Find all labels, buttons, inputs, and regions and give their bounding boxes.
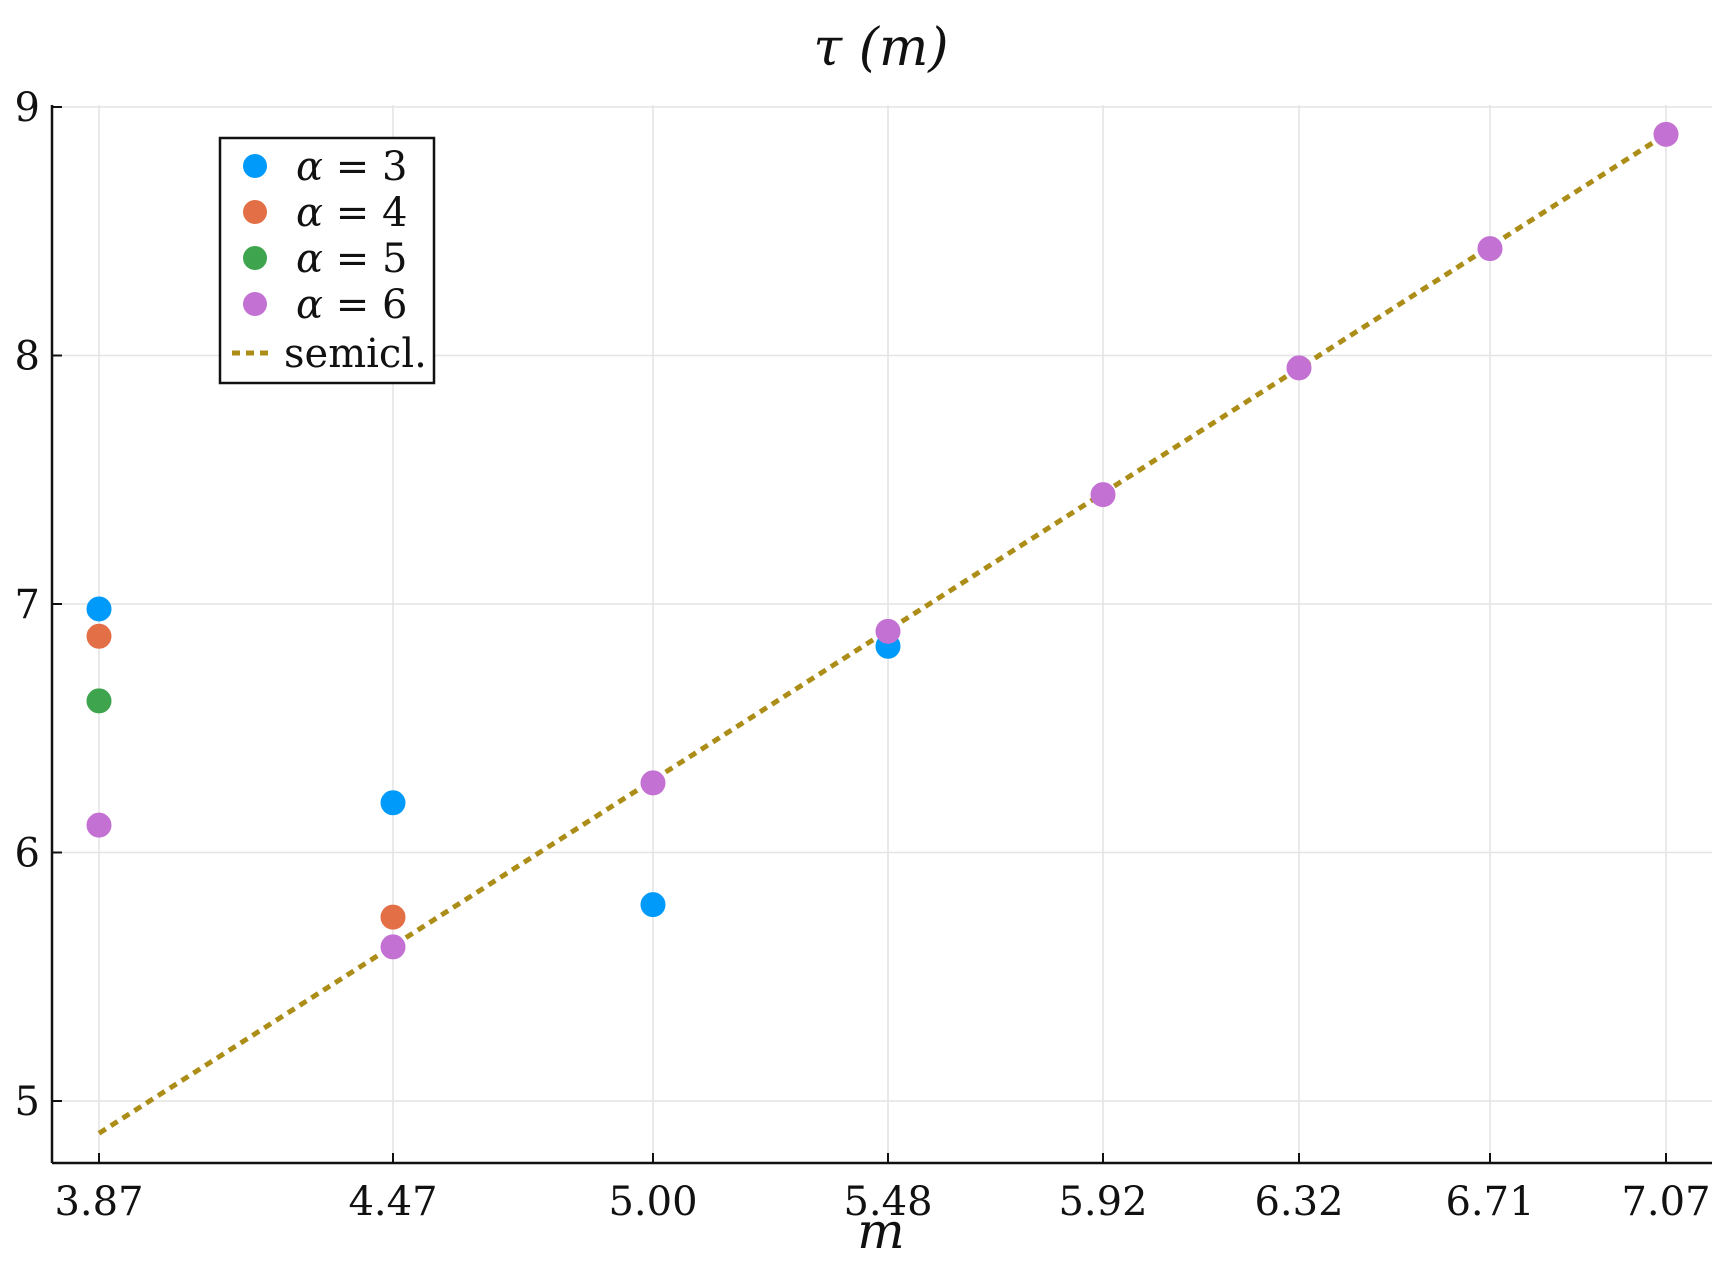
legend-symbol: α xyxy=(296,236,323,282)
series-alpha-5 xyxy=(86,688,112,714)
chart-title: τ (m) xyxy=(813,18,948,78)
legend-symbol: α xyxy=(296,282,323,328)
data-point xyxy=(640,892,666,918)
tick-labels: 3.87 4.47 5.00 5.48 5.92 6.32 6.71 7.07 5 6 7 8 9 xyxy=(15,85,1711,1225)
x-tick-label: 5.48 xyxy=(843,1179,932,1225)
legend-label: α = 5 xyxy=(296,236,407,282)
series-alpha-3 xyxy=(86,596,901,918)
data-point xyxy=(380,904,406,930)
x-tick-label: 6.32 xyxy=(1254,1179,1343,1225)
legend-label: α = 6 xyxy=(296,282,407,328)
legend-symbol: α xyxy=(296,144,323,190)
legend-marker xyxy=(243,200,267,224)
y-tick-label: 6 xyxy=(15,831,40,877)
legend-label: α = 3 xyxy=(296,144,407,190)
data-point xyxy=(875,618,901,644)
y-tick-label: 5 xyxy=(15,1079,40,1125)
legend-value: = 4 xyxy=(323,190,407,236)
legend-value: = 5 xyxy=(323,236,407,282)
x-tick-label: 5.00 xyxy=(608,1179,697,1225)
x-tick-label: 5.92 xyxy=(1058,1179,1147,1225)
data-point xyxy=(1286,355,1312,381)
x-tick-label: 7.07 xyxy=(1621,1179,1710,1225)
legend-value: = 6 xyxy=(323,282,407,328)
x-axis-title: m xyxy=(857,1202,904,1260)
legend-marker xyxy=(243,154,267,178)
data-point xyxy=(86,812,112,838)
x-tick-label: 6.71 xyxy=(1445,1179,1534,1225)
y-tick-label: 8 xyxy=(15,334,40,380)
x-tick-label: 4.47 xyxy=(348,1179,437,1225)
data-point xyxy=(640,770,666,796)
y-tick-label: 7 xyxy=(15,582,40,628)
series-alpha-4 xyxy=(86,623,406,930)
legend-marker xyxy=(243,246,267,270)
data-point xyxy=(1477,236,1503,262)
data-point xyxy=(86,596,112,622)
data-point xyxy=(86,688,112,714)
data-point xyxy=(380,790,406,816)
legend-label: α = 4 xyxy=(296,190,407,236)
legend-marker xyxy=(243,292,267,316)
axes xyxy=(50,105,1712,1165)
data-series xyxy=(86,121,1679,1136)
x-tick-label: 3.87 xyxy=(54,1179,143,1225)
data-point xyxy=(86,623,112,649)
legend-value: = 3 xyxy=(323,144,407,190)
data-point xyxy=(1090,482,1116,508)
legend-label: semicl. xyxy=(284,331,427,377)
series-alpha-6 xyxy=(86,121,1679,960)
y-tick-label: 9 xyxy=(15,85,40,131)
data-point xyxy=(380,934,406,960)
legend-symbol: α xyxy=(296,190,323,236)
data-point xyxy=(1653,121,1679,147)
